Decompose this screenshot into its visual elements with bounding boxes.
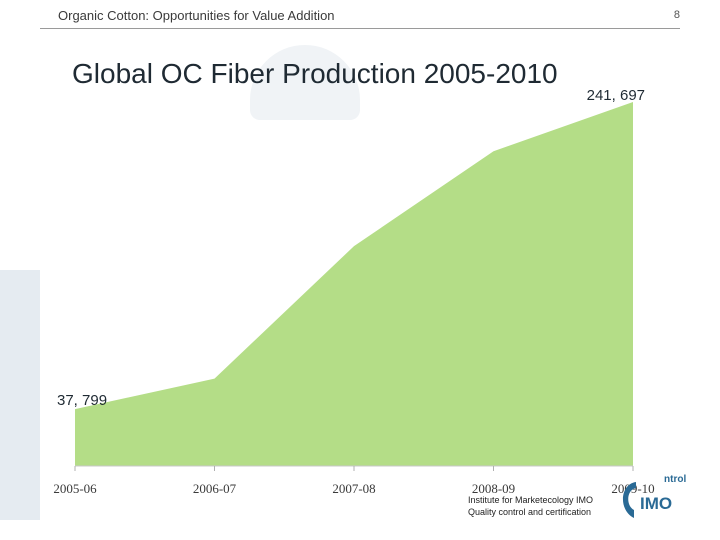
x-tick-label: 2005-06 — [53, 481, 97, 496]
logo-text-fragment: ntrol — [664, 474, 687, 485]
imo-logo: ntrol IMO — [614, 470, 694, 520]
chart-title: Global OC Fiber Production 2005-2010 — [72, 58, 558, 89]
header-title: Organic Cotton: Opportunities for Value … — [58, 8, 335, 23]
imo-logo-mark-icon — [622, 482, 636, 518]
footer-line-1: Institute for Marketecology IMO — [468, 495, 594, 505]
logo-wordmark: IMO — [640, 494, 673, 513]
decorative-band — [0, 270, 40, 520]
x-tick-label: 2006-07 — [193, 481, 237, 496]
page-number: 8 — [673, 9, 680, 21]
x-tick-label: 2007-08 — [332, 481, 375, 496]
data-label: 241, 697 — [587, 87, 645, 104]
header-divider — [40, 28, 680, 29]
production-area — [75, 102, 633, 466]
footer-credit: Institute for Marketecology IMO Quality … — [468, 494, 593, 518]
x-tick-label: 2008-09 — [472, 481, 515, 496]
data-label: 37, 799 — [57, 392, 107, 409]
footer-line-2: Quality control and certification — [468, 507, 592, 517]
